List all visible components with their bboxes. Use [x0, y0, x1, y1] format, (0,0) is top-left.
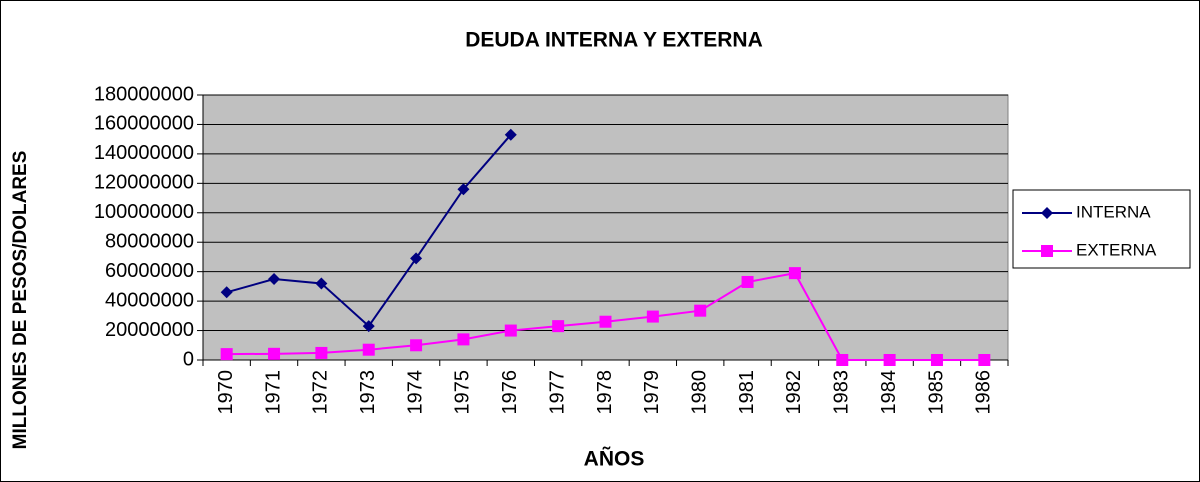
- y-tick-label: 100000000: [94, 201, 194, 223]
- marker: [362, 343, 375, 356]
- x-tick-label: 1970: [215, 370, 237, 415]
- marker: [978, 354, 991, 366]
- marker: [410, 339, 423, 352]
- y-tick-label: 20000000: [105, 319, 194, 341]
- x-tick-label: 1972: [310, 370, 332, 415]
- chart-title: DEUDA INTERNA Y EXTERNA: [465, 29, 763, 52]
- x-tick-label: 1979: [641, 370, 663, 415]
- x-tick-label: 1978: [594, 370, 616, 415]
- x-tick-label: 1982: [783, 370, 805, 415]
- marker: [457, 183, 470, 196]
- marker: [646, 310, 659, 323]
- legend-label: EXTERNA: [1076, 240, 1157, 259]
- x-tick-label: 1981: [736, 370, 758, 415]
- marker: [362, 320, 375, 333]
- y-tick-label: 180000000: [94, 83, 194, 105]
- marker: [1041, 245, 1053, 257]
- marker: [457, 333, 470, 346]
- y-tick-label: 80000000: [105, 231, 194, 253]
- x-tick-label: 1973: [357, 370, 379, 415]
- marker: [268, 347, 281, 360]
- x-tick-label: 1980: [688, 370, 710, 415]
- marker: [599, 315, 612, 328]
- marker: [410, 252, 423, 265]
- marker: [788, 267, 801, 280]
- marker: [741, 275, 754, 288]
- marker: [315, 346, 328, 359]
- y-tick-label: 0: [183, 348, 194, 370]
- x-tick-label: 1976: [499, 370, 521, 415]
- y-tick-label: 40000000: [105, 289, 194, 311]
- y-tick-label: 60000000: [105, 260, 194, 282]
- marker: [504, 324, 517, 337]
- marker: [268, 273, 281, 286]
- marker: [1041, 207, 1053, 219]
- x-tick-label: 1986: [973, 370, 995, 415]
- x-tick-label: 1983: [831, 370, 853, 415]
- legend-label: INTERNA: [1076, 202, 1151, 221]
- marker: [930, 354, 943, 366]
- y-tick-label: 160000000: [94, 113, 194, 135]
- x-tick-label: 1984: [878, 370, 900, 415]
- x-tick-label: 1971: [262, 370, 284, 415]
- marker: [220, 348, 233, 361]
- x-tick-label: 1977: [546, 370, 568, 415]
- marker: [836, 354, 849, 366]
- y-axis-label: MILLONES DE PESOS/DOLARES: [10, 151, 31, 450]
- marker: [883, 354, 896, 366]
- y-tick-label: 140000000: [94, 142, 194, 164]
- marker: [694, 304, 707, 317]
- marker: [315, 277, 328, 290]
- x-axis-label: AÑOS: [584, 448, 645, 471]
- y-tick-label: 120000000: [94, 172, 194, 194]
- marker: [504, 128, 517, 141]
- x-tick-label: 1975: [452, 370, 474, 415]
- marker: [552, 320, 565, 333]
- x-tick-label: 1985: [925, 370, 947, 415]
- marker: [220, 286, 233, 299]
- x-tick-label: 1974: [404, 370, 426, 415]
